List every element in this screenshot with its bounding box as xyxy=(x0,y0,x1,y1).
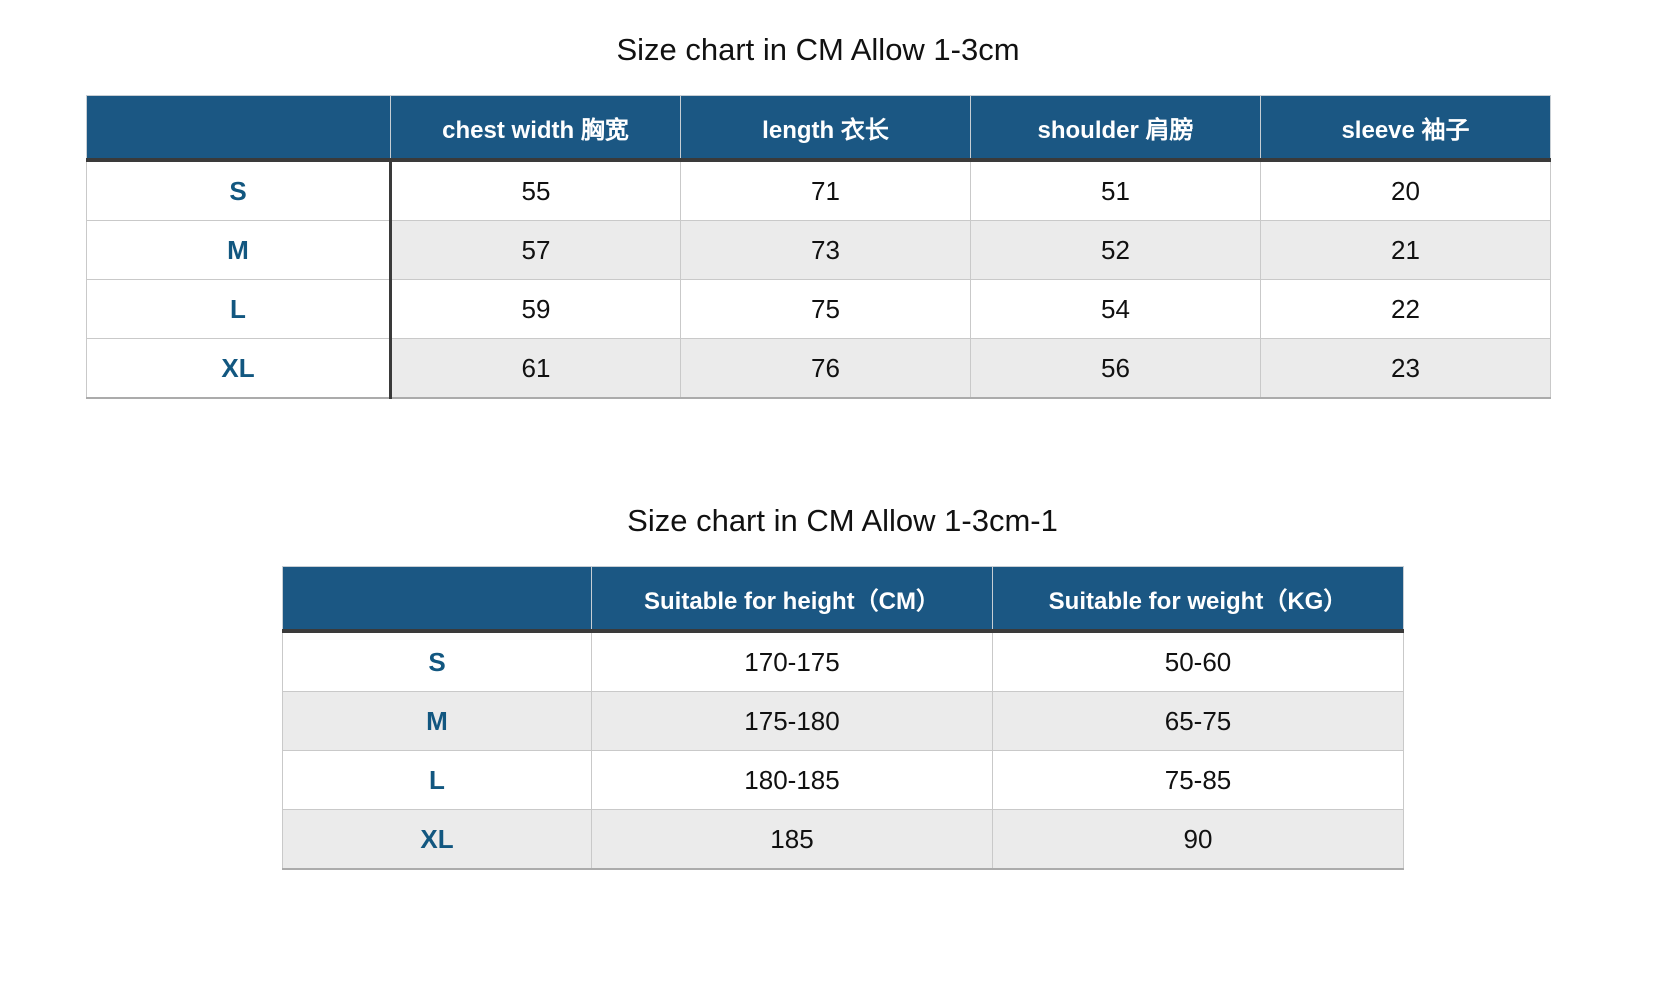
header-row: chest width 胸宽 length 衣长 shoulder 肩膀 sle… xyxy=(86,95,1551,162)
table-cell: 170-175 xyxy=(591,630,993,692)
row-label: M xyxy=(86,220,392,280)
table-cell: 75 xyxy=(680,279,971,339)
header-cell-empty xyxy=(86,95,391,162)
table-row-xl: XL 185 90 xyxy=(282,809,1404,870)
header-cell-empty xyxy=(282,566,592,633)
table-cell: 71 xyxy=(680,159,971,221)
table-row-xl: XL 61 76 56 23 xyxy=(86,338,1551,399)
table-row-m: M 57 73 52 21 xyxy=(86,220,1551,280)
row-label: S xyxy=(282,630,592,692)
table-row-l: L 59 75 54 22 xyxy=(86,279,1551,339)
header-cell-chest-width: chest width 胸宽 xyxy=(390,95,681,162)
header-cell-height: Suitable for height（CM） xyxy=(591,566,993,633)
size-table-fit: Suitable for height（CM） Suitable for wei… xyxy=(282,566,1404,870)
table-cell: 50-60 xyxy=(992,630,1404,692)
row-label: M xyxy=(282,691,592,751)
table-cell: 57 xyxy=(390,220,681,280)
table-row-l: L 180-185 75-85 xyxy=(282,750,1404,810)
table-cell: 52 xyxy=(970,220,1261,280)
header-cell-weight: Suitable for weight（KG） xyxy=(992,566,1404,633)
table-cell: 90 xyxy=(992,809,1404,870)
row-label: S xyxy=(86,159,392,221)
size-table-measurements: chest width 胸宽 length 衣长 shoulder 肩膀 sle… xyxy=(86,95,1551,399)
row-label: XL xyxy=(282,809,592,870)
table-cell: 75-85 xyxy=(992,750,1404,810)
row-label: L xyxy=(86,279,392,339)
table-row-s: S 55 71 51 20 xyxy=(86,159,1551,221)
header-cell-sleeve: sleeve 袖子 xyxy=(1260,95,1551,162)
table-cell: 65-75 xyxy=(992,691,1404,751)
table-cell: 59 xyxy=(390,279,681,339)
table-cell: 55 xyxy=(390,159,681,221)
table-cell: 180-185 xyxy=(591,750,993,810)
table-row-s: S 170-175 50-60 xyxy=(282,630,1404,692)
row-label: L xyxy=(282,750,592,810)
table-cell: 23 xyxy=(1260,338,1551,399)
table-cell: 20 xyxy=(1260,159,1551,221)
header-cell-length: length 衣长 xyxy=(680,95,971,162)
table-row-m: M 175-180 65-75 xyxy=(282,691,1404,751)
table-cell: 76 xyxy=(680,338,971,399)
table-cell: 22 xyxy=(1260,279,1551,339)
table-cell: 21 xyxy=(1260,220,1551,280)
header-cell-shoulder: shoulder 肩膀 xyxy=(970,95,1261,162)
table-cell: 61 xyxy=(390,338,681,399)
table-cell: 54 xyxy=(970,279,1261,339)
size-table-measurements-title: Size chart in CM Allow 1-3cm xyxy=(616,32,1020,67)
table-cell: 185 xyxy=(591,809,993,870)
table-cell: 56 xyxy=(970,338,1261,399)
table-cell: 175-180 xyxy=(591,691,993,751)
size-table-fit-title: Size chart in CM Allow 1-3cm-1 xyxy=(627,503,1058,538)
table-cell: 73 xyxy=(680,220,971,280)
row-label: XL xyxy=(86,338,392,399)
table-cell: 51 xyxy=(970,159,1261,221)
header-row: Suitable for height（CM） Suitable for wei… xyxy=(282,566,1404,633)
